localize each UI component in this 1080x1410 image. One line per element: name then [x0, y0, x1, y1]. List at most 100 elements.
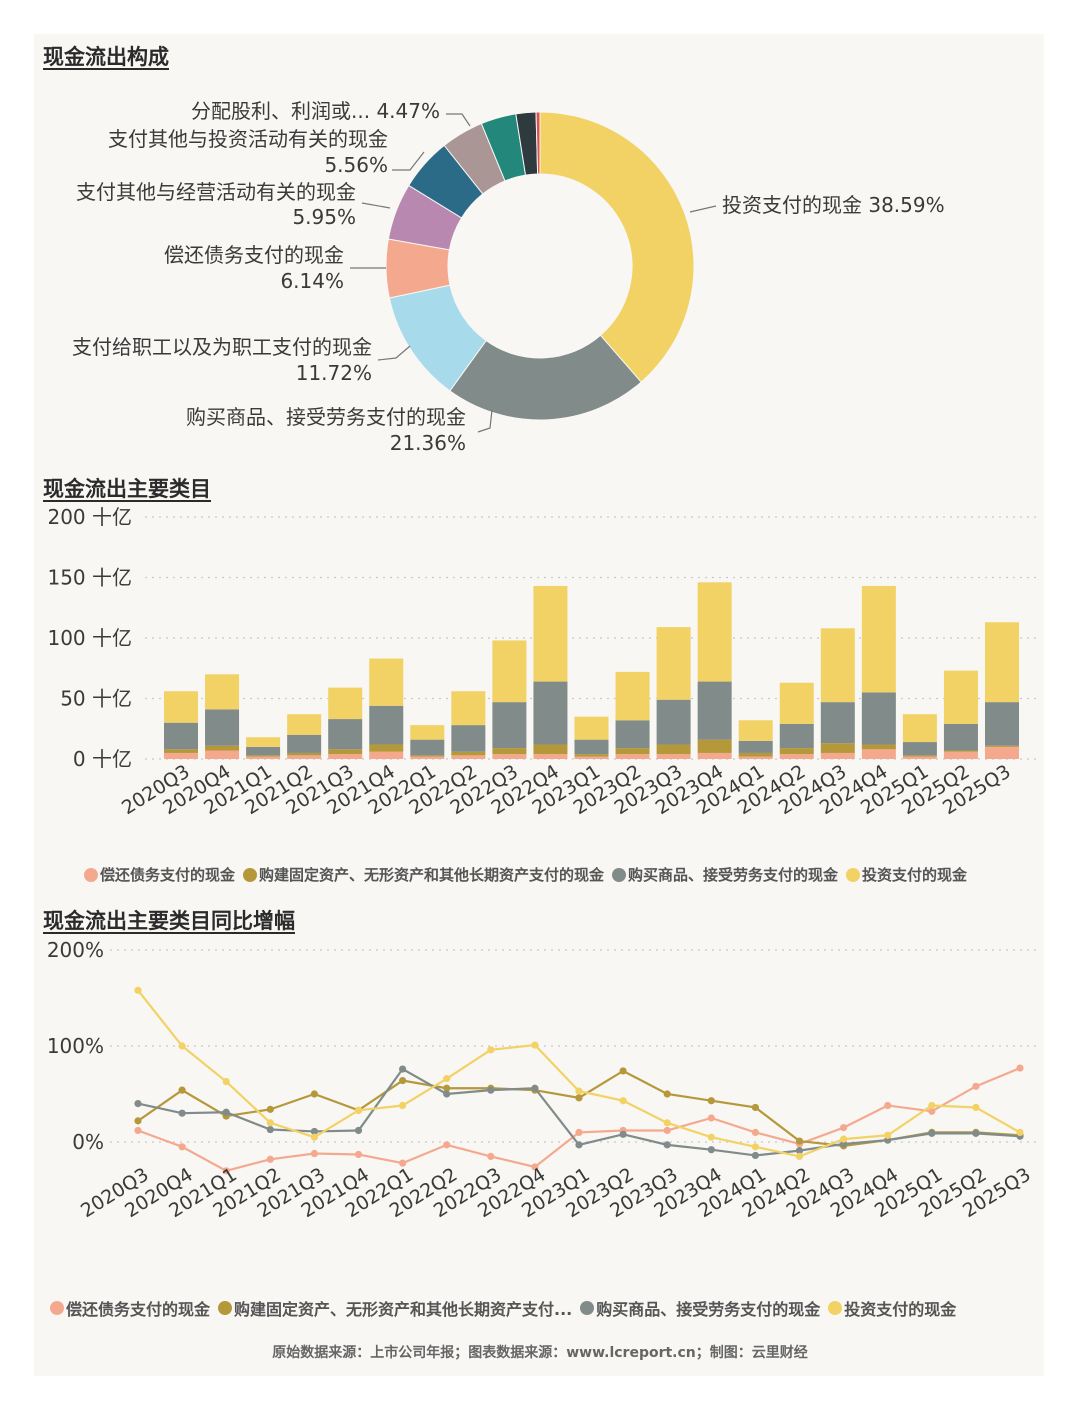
legend-dot-icon — [828, 1301, 843, 1315]
bar-segment — [738, 720, 773, 741]
donut-label-name: 支付其他与经营活动有关的现金 — [76, 180, 356, 204]
line-point — [531, 1041, 539, 1049]
bar-segment — [861, 744, 896, 750]
bar-segment — [943, 723, 978, 751]
bar-segment — [820, 752, 855, 759]
line-point — [928, 1101, 936, 1110]
line-point — [266, 1155, 274, 1163]
line-point — [972, 1082, 980, 1090]
line-point — [487, 1086, 495, 1094]
line-point — [795, 1152, 804, 1160]
line-legend-item: 投资支付的现金 — [828, 1296, 956, 1320]
bar-segment — [697, 582, 732, 682]
line-point — [310, 1133, 318, 1141]
line-point — [707, 1097, 715, 1105]
bar-segment — [574, 739, 609, 755]
line-point — [222, 1167, 230, 1175]
line-point — [575, 1128, 583, 1136]
line-point — [354, 1126, 363, 1135]
bar-segment — [164, 722, 198, 750]
bar-segment — [451, 755, 486, 759]
line-point — [531, 1084, 539, 1092]
bar-segment — [902, 742, 937, 756]
bar-segment — [820, 628, 855, 703]
line-point — [487, 1152, 495, 1160]
line-point — [751, 1143, 760, 1151]
line-point — [928, 1129, 936, 1137]
donut-label-pct: 11.72% — [296, 361, 372, 385]
bar-segment — [410, 756, 445, 759]
bar-segment — [738, 756, 773, 759]
line-point — [575, 1087, 583, 1095]
donut-leader-line — [477, 409, 493, 433]
line-point — [531, 1163, 539, 1171]
bar-segment — [164, 752, 198, 759]
bar-segment — [164, 691, 198, 723]
line-point — [310, 1127, 318, 1136]
bar-segment — [164, 749, 198, 753]
line-point — [178, 1086, 186, 1094]
bar-legend-label: 偿还债务支付的现金 — [100, 866, 236, 884]
legend-dot-icon — [84, 867, 98, 882]
bar-segment — [205, 709, 240, 746]
line-legend-label: 购建固定资产、无形资产和其他长期资产支付... — [234, 1300, 573, 1319]
donut-label-name: 偿还债务支付的现金 — [164, 243, 344, 267]
bar-segment — [410, 739, 445, 756]
bar-segment — [985, 745, 1019, 747]
donut-label-pct: 5.56% — [324, 153, 388, 177]
line-point — [399, 1076, 407, 1085]
bar-segment — [369, 744, 404, 752]
line-point — [310, 1090, 318, 1098]
line-point — [266, 1125, 274, 1134]
line-legend-item: 购建固定资产、无形资产和其他长期资产支付... — [218, 1296, 572, 1320]
bar-segment — [287, 755, 322, 759]
bar-segment — [943, 670, 978, 724]
bar-segment — [246, 756, 281, 759]
bar-segment — [779, 682, 814, 724]
line-point — [178, 1109, 186, 1117]
bar-section-title: 现金流出主要类目 — [43, 477, 211, 501]
bar-legend-item: 购买商品、接受劳务支付的现金 — [612, 864, 838, 885]
legend-dot-icon — [243, 867, 258, 882]
line-point — [707, 1114, 715, 1122]
bar-y-tick: 100 十亿 — [47, 626, 132, 650]
bar-segment — [615, 748, 650, 755]
bar-segment — [779, 748, 814, 755]
bar-segment — [451, 691, 486, 726]
bar-segment — [287, 734, 322, 753]
bar-segment — [656, 699, 691, 745]
bar-segment — [492, 640, 527, 703]
bar-segment — [861, 749, 896, 759]
line-legend: 偿还债务支付的现金 购建固定资产、无形资产和其他长期资产支付... 购买商品、接受劳… — [50, 1296, 964, 1320]
bar-y-tick: 200 十亿 — [47, 505, 132, 529]
bar-y-tick: 50 十亿 — [60, 687, 132, 711]
donut-label-name: 购买商品、接受劳务支付的现金 — [186, 405, 466, 429]
line-point — [134, 1126, 142, 1135]
line-point — [751, 1103, 760, 1112]
bar-segment — [205, 674, 240, 710]
line-y-tick: 200% — [47, 938, 104, 962]
line-point — [751, 1128, 760, 1136]
line-point — [972, 1103, 980, 1112]
line-point — [795, 1147, 804, 1155]
line-legend-label: 偿还债务支付的现金 — [66, 1300, 211, 1319]
bar-segment — [287, 752, 322, 756]
line-point — [663, 1119, 671, 1127]
line-point — [443, 1090, 451, 1098]
bar-segment — [246, 746, 281, 756]
bar-segment — [902, 714, 937, 743]
line-point — [354, 1106, 363, 1114]
line-y-tick: 100% — [47, 1034, 104, 1058]
line-point — [399, 1159, 407, 1167]
bar-segment — [492, 748, 527, 755]
bar-segment — [246, 755, 281, 757]
line-point — [928, 1107, 936, 1115]
line-point — [310, 1149, 318, 1158]
bar-segment — [369, 705, 404, 745]
donut-label-name: 支付给职工以及为职工支付的现金 — [72, 335, 372, 359]
bar-legend-item: 投资支付的现金 — [846, 864, 967, 885]
line-point — [751, 1151, 760, 1160]
bar-segment — [615, 754, 650, 759]
bar-segment — [697, 752, 732, 759]
